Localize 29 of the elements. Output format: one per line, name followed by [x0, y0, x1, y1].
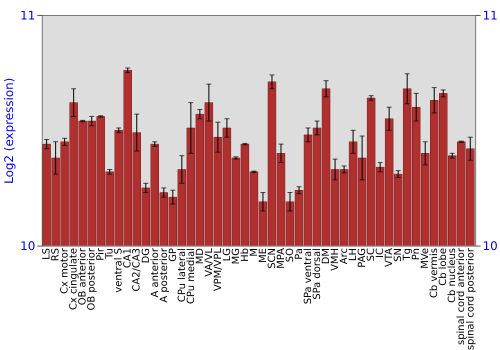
x-tick-label: Pa	[294, 248, 305, 260]
y2-tick-label: 11	[482, 8, 498, 22]
x-tick-label: OB posterior	[86, 247, 98, 310]
x-tick-label: M	[248, 248, 260, 257]
x-tick-label: spinal cord posterior	[465, 247, 476, 350]
y2-tick-label: 10	[482, 239, 498, 254]
x-tick-label: MG	[230, 248, 242, 264]
x-tick-label: GP	[168, 248, 179, 262]
x-tick-label: ME	[258, 248, 269, 263]
x-tick-label: VA/VL	[204, 248, 215, 277]
x-tick-label: DG	[140, 248, 152, 264]
x-tick-label: MVe	[420, 248, 432, 269]
x-tick-label: CPu medial	[186, 248, 197, 304]
x-tick-label: CA2/CA3	[132, 248, 143, 292]
x-tick-label: RS	[50, 248, 62, 262]
x-tick-label: SO	[284, 248, 296, 262]
x-tick-label: MPA	[276, 248, 287, 269]
x-tick-label: A posterior	[158, 247, 170, 303]
x-tick-label: CPu lateral	[176, 248, 188, 302]
x-tick-label: Tg	[402, 248, 414, 262]
x-tick-label: SCN	[266, 248, 278, 269]
x-tick-label: spinal cord anterior	[456, 247, 468, 345]
x-tick-label: Hb	[240, 248, 251, 262]
y-axis-title: Log2 (expression)	[2, 78, 16, 184]
x-tick-label: Cb lobe	[438, 248, 450, 286]
x-tick-label: VPM/VPL	[212, 248, 224, 292]
x-tick-label: MD	[194, 248, 206, 264]
x-tick-label: A anterior	[150, 247, 161, 298]
x-tick-label: LG	[222, 248, 233, 262]
